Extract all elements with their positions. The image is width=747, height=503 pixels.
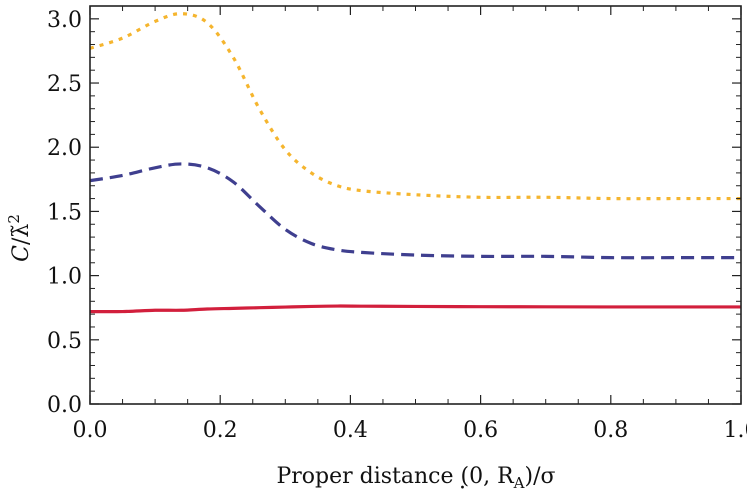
series-layer <box>89 12 741 314</box>
x-axis-title-dot: · <box>459 476 466 501</box>
y-axis-title: C/λ̃2 <box>5 214 34 262</box>
plot-frame <box>89 5 742 405</box>
dotted-series-line <box>89 12 741 201</box>
dashed-series-line <box>89 162 741 260</box>
y-tick-label: 1.0 <box>47 265 82 290</box>
x-axis-title: Proper distance (0, RA)/σ <box>276 464 555 492</box>
tick-layer: 0.0 0.2 0.4 0.6 0.8 1.0 0.0 0.5 1.0 1.5 2.0 2.5 3.0 <box>47 5 747 443</box>
x-tick-label: 0.8 <box>593 418 628 443</box>
solid-series-line <box>89 304 741 314</box>
y-tick-label: 3.0 <box>47 8 82 33</box>
x-tick-label: 0.0 <box>73 418 108 443</box>
x-tick-label: 0.2 <box>203 418 238 443</box>
x-tick-label: 1.0 <box>724 418 747 443</box>
y-tick-label: 1.5 <box>47 200 82 225</box>
y-tick-label: 2.5 <box>47 72 82 97</box>
x-tick-label: 0.4 <box>333 418 368 443</box>
y-tick-label: 0.0 <box>47 393 82 418</box>
x-tick-label: 0.6 <box>463 418 498 443</box>
y-tick-label: 0.5 <box>47 329 82 354</box>
y-tick-label: 2.0 <box>47 136 82 161</box>
